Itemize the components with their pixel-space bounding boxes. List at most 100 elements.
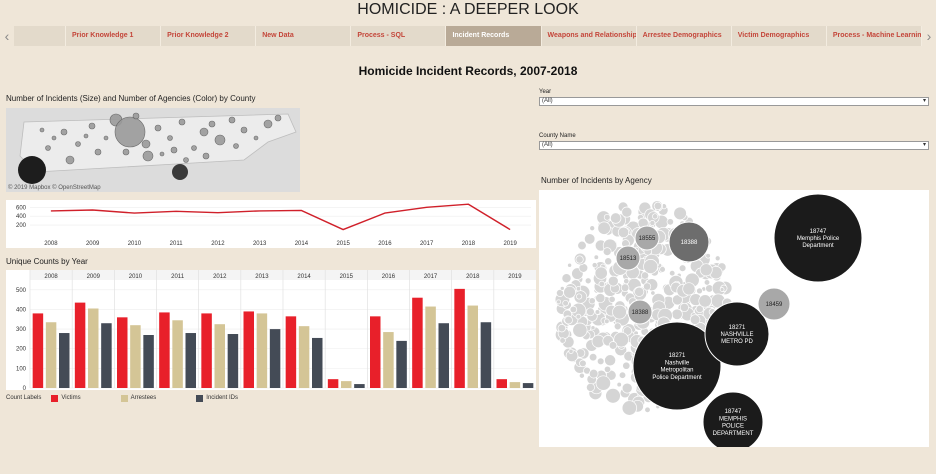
agency-bubble-small bbox=[612, 304, 627, 320]
bar-arrestees bbox=[383, 332, 394, 388]
tab-victim-demographics[interactable]: Victim Demographics bbox=[731, 26, 827, 46]
x-tick-label: 2013 bbox=[253, 241, 267, 247]
agency-bubble-small bbox=[659, 266, 666, 273]
legend-label-arrestees[interactable]: Arrestees bbox=[130, 395, 157, 401]
prev-arrow-icon[interactable]: ‹ bbox=[4, 28, 10, 44]
agency-bubble-small bbox=[584, 277, 592, 285]
agency-bubble-id: 18388 bbox=[632, 310, 649, 316]
legend-label-incident-ids[interactable]: Incident IDs bbox=[206, 395, 238, 401]
agency-bubble-small bbox=[577, 240, 587, 251]
bar-victims bbox=[412, 297, 423, 388]
legend-label-victims[interactable]: Victims bbox=[61, 395, 81, 401]
agency-bubble-id: 18747 bbox=[810, 229, 827, 235]
agency-bubble-id: 18388 bbox=[681, 240, 698, 246]
agency-bubble-name: MEMPHIS bbox=[719, 416, 747, 422]
legend-swatch-arrestees bbox=[120, 394, 128, 402]
map-canvas bbox=[18, 112, 297, 184]
agency-bubble-small bbox=[593, 254, 599, 260]
year-header-label: 2017 bbox=[424, 274, 438, 280]
story-title: HOMICIDE : A DEEPER LOOK bbox=[357, 1, 579, 18]
bar-arrestees bbox=[341, 381, 352, 388]
bar-arrestees bbox=[509, 382, 521, 388]
bar-incident-ids bbox=[438, 323, 449, 388]
bar-arrestees bbox=[130, 325, 141, 388]
agency-bubble-small bbox=[621, 382, 633, 394]
agency-bubble-small bbox=[595, 375, 611, 391]
agency-bubble-small bbox=[613, 322, 622, 331]
county-circle bbox=[191, 145, 197, 151]
county-circle bbox=[51, 135, 57, 141]
tab-arrestee-demographics[interactable]: Arrestee Demographics bbox=[636, 26, 732, 46]
year-header-label: 2009 bbox=[87, 274, 101, 280]
tab-process-ml[interactable]: Process - Machine Learning bbox=[826, 26, 922, 46]
chevron-down-icon: ▾ bbox=[922, 98, 926, 104]
county-circle bbox=[214, 134, 226, 146]
agency-bubble-small bbox=[673, 206, 687, 221]
map-attribution: © 2019 Mapbox © OpenStreetMap bbox=[8, 185, 101, 191]
bar-victims bbox=[370, 316, 381, 388]
next-arrow-icon[interactable]: › bbox=[926, 28, 932, 44]
bar-victims bbox=[243, 311, 254, 388]
year-filter-select[interactable]: (All) ▾ bbox=[539, 97, 929, 106]
county-circle bbox=[167, 135, 173, 141]
dashboard-title: Homicide Incident Records, 2007-2018 bbox=[358, 64, 578, 78]
bar-victims bbox=[327, 379, 339, 388]
agency-bubble-small bbox=[564, 315, 573, 325]
y-tick-label: 400 bbox=[16, 214, 27, 220]
agency-bubble-small bbox=[669, 270, 676, 277]
agency-bubble-small bbox=[613, 331, 629, 348]
agency-bubble-small bbox=[643, 259, 659, 274]
bar-incident-ids bbox=[143, 335, 154, 388]
agency-bubble-small bbox=[620, 283, 630, 292]
bar-victims bbox=[32, 313, 44, 388]
agency-bubble-small bbox=[569, 305, 578, 314]
agency-bubble-small bbox=[589, 225, 596, 232]
year-header-label: 2016 bbox=[382, 274, 396, 280]
county-circle bbox=[94, 148, 102, 156]
year-filter-value: (All) bbox=[542, 98, 553, 104]
tab-process-sql[interactable]: Process - SQL bbox=[351, 26, 447, 46]
agency-bubble-small bbox=[604, 318, 610, 325]
agency-bubble-small bbox=[698, 294, 712, 308]
agency-bubble-small bbox=[584, 233, 596, 245]
agency-bubble-chart: 18747 Memphis Police Department 18271 Nashvi… bbox=[539, 190, 929, 453]
bar-incident-ids bbox=[522, 383, 534, 388]
agency-bubble-small bbox=[696, 287, 703, 295]
agency-bubble-small bbox=[591, 262, 598, 269]
agency-bubble-small bbox=[563, 285, 576, 299]
agency-bubble-small bbox=[616, 381, 622, 388]
tab-blank[interactable] bbox=[14, 26, 66, 46]
agency-bubble-small bbox=[556, 299, 562, 305]
bar-incident-ids bbox=[227, 334, 239, 388]
agency-bubble-small bbox=[607, 275, 619, 287]
county-circle bbox=[263, 119, 273, 129]
agency-bubble-small bbox=[719, 287, 725, 292]
year-header-label: 2014 bbox=[297, 274, 311, 280]
county-circle-hamilton bbox=[172, 164, 188, 180]
county-circle bbox=[178, 118, 186, 126]
tab-incident-records[interactable]: Incident Records bbox=[446, 26, 542, 46]
agency-bubble-id: 18555 bbox=[639, 236, 656, 242]
agency-bubble-name: Department bbox=[802, 243, 834, 249]
bar-incident-ids bbox=[480, 322, 492, 388]
agency-bubble-small bbox=[640, 271, 650, 280]
year-header-label: 2011 bbox=[171, 274, 185, 280]
agency-bubble-small bbox=[598, 280, 606, 288]
agency-bubble-small bbox=[650, 290, 656, 296]
tab-prior-knowledge-2[interactable]: Prior Knowledge 2 bbox=[161, 26, 257, 46]
tab-weapons-relationships[interactable]: Weapons and Relationships bbox=[541, 26, 637, 46]
y-tick-label: 300 bbox=[16, 327, 27, 333]
agency-bubble-name: NASHVILLE bbox=[720, 332, 753, 338]
agency-bubble-small bbox=[643, 282, 652, 291]
county-map[interactable]: © 2019 Mapbox © OpenStreetMap bbox=[6, 108, 300, 192]
state-outline bbox=[19, 113, 297, 173]
agency-bubble-id: 18747 bbox=[725, 409, 742, 415]
tab-prior-knowledge-1[interactable]: Prior Knowledge 1 bbox=[66, 26, 162, 46]
agency-bubble-small bbox=[575, 255, 584, 264]
tab-new-data[interactable]: New Data bbox=[256, 26, 352, 46]
county-circle bbox=[274, 114, 282, 122]
agency-bubble-small bbox=[644, 406, 651, 413]
agency-bubble-small bbox=[634, 286, 645, 297]
bar-victims bbox=[201, 313, 212, 388]
county-filter-select[interactable]: (All) ▾ bbox=[539, 141, 929, 150]
